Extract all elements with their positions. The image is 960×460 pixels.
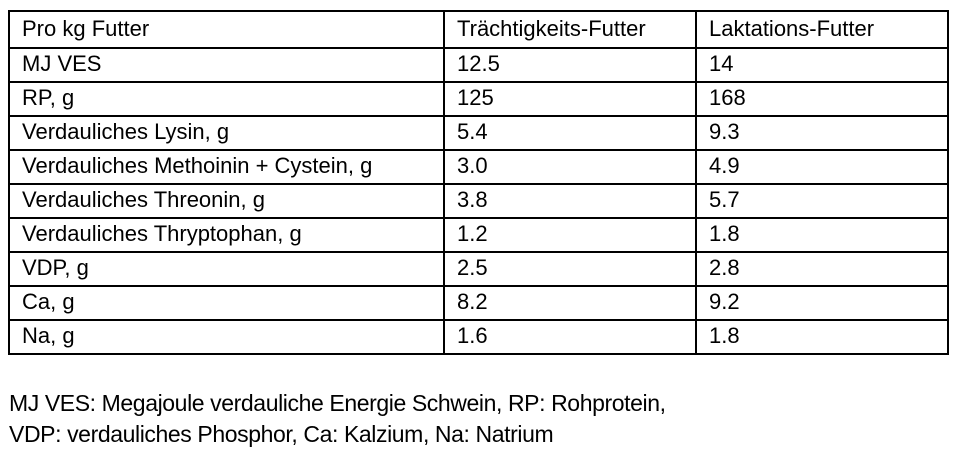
table-row: Verdauliches Thryptophan, g 1.2 1.8 [8,217,949,253]
laktation-value: 14 [695,47,949,83]
table-row: Verdauliches Threonin, g 3.8 5.7 [8,183,949,219]
table-row: VDP, g 2.5 2.8 [8,251,949,287]
row-label: Verdauliches Lysin, g [8,115,445,151]
footnote-line-2: VDP: verdauliches Phosphor, Ca: Kalzium,… [9,421,554,447]
laktation-value: 2.8 [695,251,949,287]
table-row: RP, g 125 168 [8,81,949,117]
traechtigkeit-value: 5.4 [443,115,697,151]
row-label: Na, g [8,319,445,355]
row-label: RP, g [8,81,445,117]
footnote: MJ VES: Megajoule verdauliche Energie Sc… [9,388,666,450]
laktation-value: 1.8 [695,217,949,253]
row-label: Verdauliches Methoinin + Cystein, g [8,149,445,185]
table-row: Ca, g 8.2 9.2 [8,285,949,321]
traechtigkeit-value: 1.2 [443,217,697,253]
table-row: Verdauliches Lysin, g 5.4 9.3 [8,115,949,151]
column-header-traechtigkeits-futter: Trächtigkeits-Futter [443,10,697,49]
traechtigkeit-value: 8.2 [443,285,697,321]
footnote-line-1: MJ VES: Megajoule verdauliche Energie Sc… [9,390,666,416]
table-body: MJ VES 12.5 14 RP, g 125 168 Verdauliche… [8,47,949,355]
traechtigkeit-value: 3.8 [443,183,697,219]
traechtigkeit-value: 12.5 [443,47,697,83]
traechtigkeit-value: 1.6 [443,319,697,355]
table-row: MJ VES 12.5 14 [8,47,949,83]
row-label: VDP, g [8,251,445,287]
row-label: Ca, g [8,285,445,321]
row-label: Verdauliches Thryptophan, g [8,217,445,253]
header-row: Pro kg Futter Trächtigkeits-Futter Lakta… [8,10,949,49]
laktation-value: 1.8 [695,319,949,355]
traechtigkeit-value: 2.5 [443,251,697,287]
laktation-value: 5.7 [695,183,949,219]
laktation-value: 9.3 [695,115,949,151]
table-row: Na, g 1.6 1.8 [8,319,949,355]
row-label: Verdauliches Threonin, g [8,183,445,219]
laktation-value: 4.9 [695,149,949,185]
table-row: Verdauliches Methoinin + Cystein, g 3.0 … [8,149,949,185]
column-header-laktations-futter: Laktations-Futter [695,10,949,49]
laktation-value: 168 [695,81,949,117]
laktation-value: 9.2 [695,285,949,321]
feed-nutrients-table: Pro kg Futter Trächtigkeits-Futter Lakta… [8,10,949,355]
traechtigkeit-value: 125 [443,81,697,117]
table-header: Pro kg Futter Trächtigkeits-Futter Lakta… [8,10,949,49]
column-header-pro-kg-futter: Pro kg Futter [8,10,445,49]
traechtigkeit-value: 3.0 [443,149,697,185]
row-label: MJ VES [8,47,445,83]
